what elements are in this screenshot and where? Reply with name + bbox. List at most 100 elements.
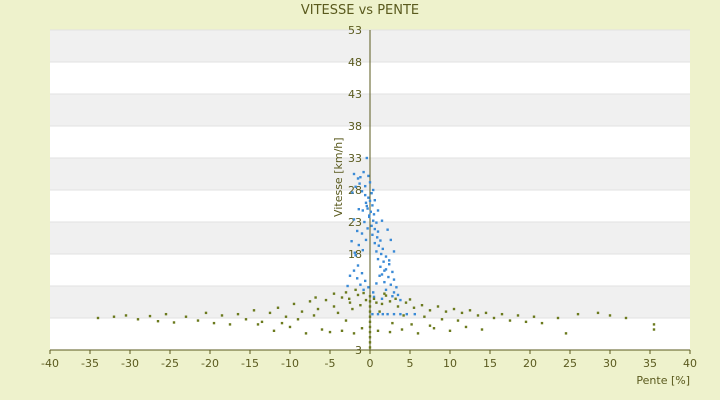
data-point	[360, 272, 364, 275]
data-point	[252, 309, 256, 312]
data-point	[376, 236, 379, 239]
data-point	[172, 321, 176, 324]
data-point	[362, 170, 365, 174]
data-point	[272, 329, 276, 332]
data-point	[344, 319, 348, 322]
data-point	[388, 263, 391, 266]
x-tick-label: -30	[121, 357, 139, 370]
data-point	[376, 230, 380, 233]
data-point	[244, 318, 248, 321]
data-point	[362, 288, 365, 292]
data-point	[389, 238, 392, 242]
data-point	[380, 252, 383, 256]
data-point	[375, 250, 378, 253]
data-point	[384, 294, 388, 297]
data-point	[228, 323, 232, 326]
data-point	[366, 207, 369, 210]
data-point	[96, 316, 100, 320]
data-point	[268, 311, 272, 315]
data-point	[392, 312, 396, 316]
data-point	[380, 219, 384, 222]
x-tick-label: 15	[483, 357, 497, 370]
data-point	[376, 257, 380, 261]
data-point	[391, 295, 394, 298]
data-point	[448, 329, 452, 332]
data-point	[576, 312, 580, 316]
data-point	[276, 306, 280, 309]
data-point	[380, 297, 384, 300]
y-tick-label: 48	[348, 56, 362, 69]
data-point	[353, 251, 356, 254]
data-point	[375, 282, 378, 285]
data-point	[402, 314, 405, 317]
data-point	[112, 315, 116, 318]
data-point	[368, 330, 372, 334]
data-point	[367, 174, 370, 178]
data-point	[480, 328, 484, 331]
x-tick-label: -10	[281, 357, 299, 370]
data-point	[356, 177, 360, 180]
data-point	[464, 325, 468, 329]
data-point	[292, 302, 296, 306]
data-point	[363, 220, 366, 224]
data-point	[476, 314, 480, 317]
data-points	[96, 156, 656, 349]
data-point	[492, 316, 496, 320]
data-point	[428, 309, 432, 312]
data-point	[356, 293, 360, 297]
data-point	[440, 318, 444, 321]
data-point	[360, 232, 364, 235]
x-tick-label: -5	[325, 357, 336, 370]
data-point	[356, 277, 359, 280]
data-point	[364, 238, 368, 242]
data-point	[372, 188, 375, 192]
data-point	[348, 274, 352, 277]
data-point	[352, 269, 356, 272]
data-point	[256, 323, 260, 326]
data-point	[314, 296, 317, 299]
data-point	[368, 310, 372, 313]
data-point	[460, 311, 464, 315]
data-point	[376, 209, 380, 212]
data-point	[556, 316, 560, 320]
data-point	[376, 329, 380, 332]
data-point	[340, 296, 344, 299]
data-point	[389, 283, 392, 286]
data-point	[364, 279, 367, 283]
data-point	[386, 312, 389, 316]
data-point	[377, 244, 380, 247]
data-point	[312, 314, 316, 317]
y-tick-label: 3	[355, 344, 362, 357]
data-point	[354, 185, 357, 188]
data-point	[388, 300, 392, 303]
data-point	[413, 312, 416, 316]
data-point	[367, 286, 370, 289]
data-point	[396, 305, 400, 308]
data-point	[432, 327, 436, 330]
data-point	[351, 307, 354, 311]
data-point	[428, 324, 432, 327]
data-point	[380, 302, 384, 306]
data-point	[368, 181, 372, 184]
data-point	[196, 319, 200, 322]
data-point	[332, 292, 336, 295]
data-point	[405, 312, 408, 316]
x-tick-label: -20	[201, 357, 219, 370]
data-point	[412, 306, 416, 309]
data-point	[383, 280, 386, 284]
data-point	[652, 328, 656, 331]
data-point	[348, 297, 351, 300]
data-point	[392, 250, 396, 253]
y-tick-label: 33	[348, 152, 362, 165]
data-point	[624, 316, 628, 320]
data-point	[364, 298, 368, 302]
data-point	[524, 320, 528, 324]
data-point	[368, 215, 371, 219]
data-point	[392, 291, 396, 294]
data-point	[368, 315, 372, 318]
data-point	[368, 214, 371, 217]
data-point	[358, 182, 361, 185]
data-point	[388, 330, 392, 334]
data-point	[381, 247, 384, 251]
